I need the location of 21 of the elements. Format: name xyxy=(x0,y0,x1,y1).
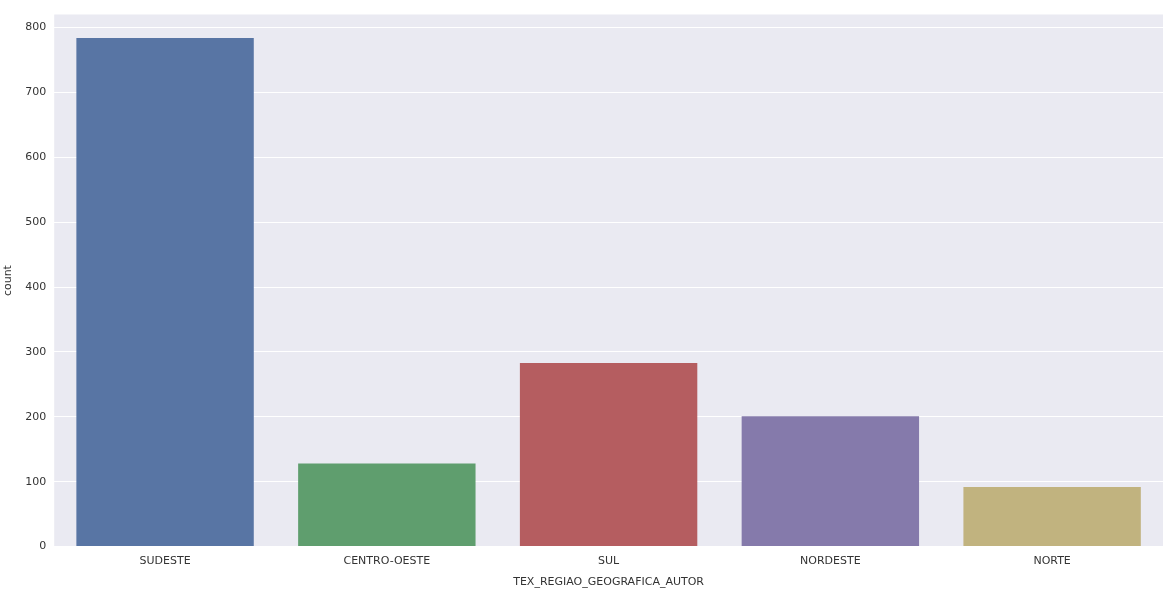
bar xyxy=(519,363,698,547)
x-tick-label: SUDESTE xyxy=(139,554,191,568)
x-axis-title: TEX_REGIAO_GEOGRAFICA_AUTOR xyxy=(512,575,705,589)
bar xyxy=(963,486,1141,547)
x-tick-label: CENTRO-OESTE xyxy=(343,554,431,568)
x-tick-label: NORDESTE xyxy=(800,554,861,568)
y-tick-label: 800 xyxy=(25,20,47,34)
bar xyxy=(76,37,254,547)
y-tick-label: 100 xyxy=(25,474,47,488)
y-tick-label: 600 xyxy=(25,150,47,164)
y-tick-label: 0 xyxy=(39,539,47,553)
x-tick-label: NORTE xyxy=(1033,554,1071,568)
y-tick-label: 300 xyxy=(25,344,47,358)
y-tick-label: 500 xyxy=(25,215,47,229)
bar xyxy=(741,416,920,547)
y-tick-label: 400 xyxy=(25,279,47,293)
x-tick-label: SUL xyxy=(598,554,621,568)
y-tick-label: 700 xyxy=(25,85,47,99)
y-axis-title: count xyxy=(1,264,15,297)
y-tick-label: 200 xyxy=(25,409,47,423)
bar xyxy=(298,463,476,547)
